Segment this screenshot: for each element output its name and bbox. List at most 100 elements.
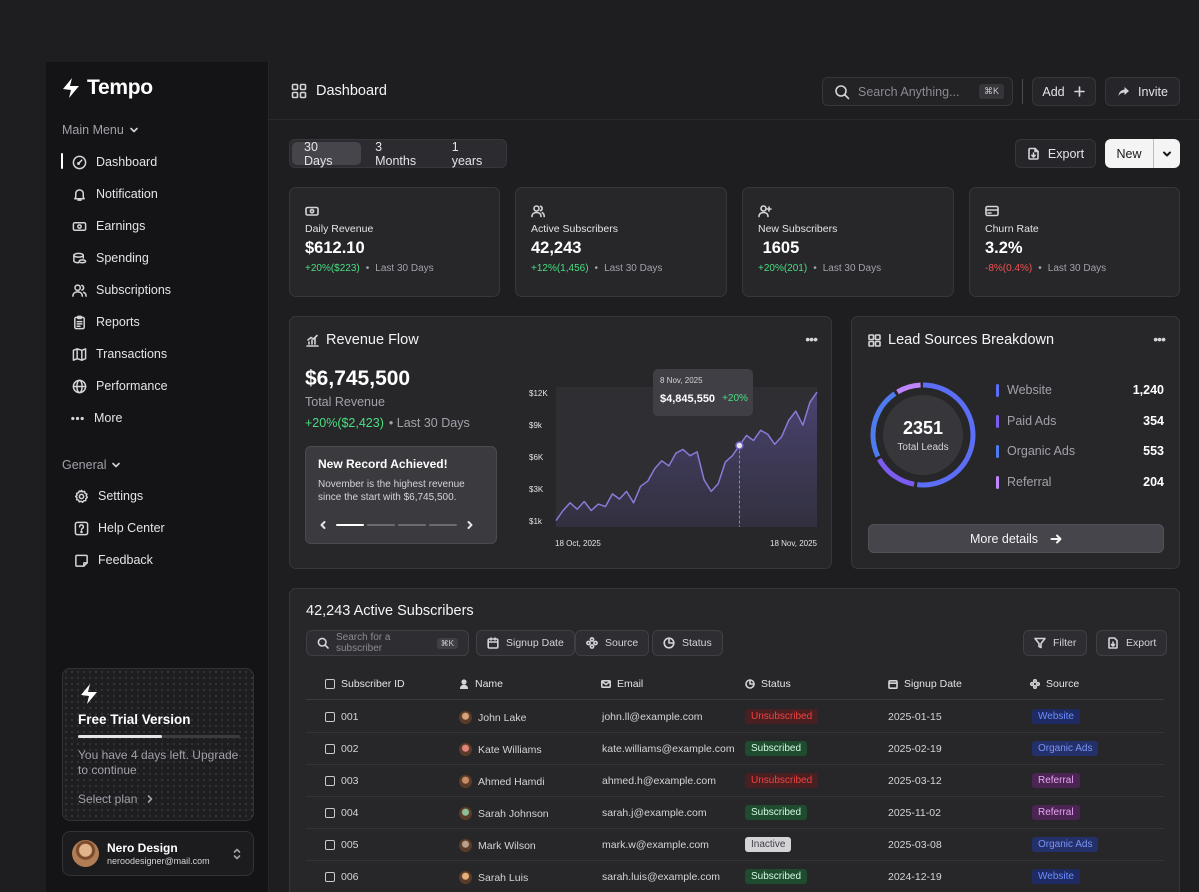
- sidebar-item-help-center[interactable]: Help Center: [46, 512, 269, 544]
- dashboard-icon: [72, 155, 87, 170]
- table-row[interactable]: 001 John Lake john.ll@example.com Unsubscri…: [306, 701, 1164, 733]
- row-checkbox[interactable]: [325, 808, 335, 818]
- new-label: New: [1105, 139, 1154, 168]
- more-options-button[interactable]: •••: [1153, 331, 1166, 347]
- sidebar-item-subscriptions[interactable]: Subscriptions: [46, 274, 269, 306]
- sidebar-item-spending[interactable]: Spending: [46, 242, 269, 274]
- kpi-churn-rate: Churn Rate 3.2% -8%(0.4%) • Last 30 Days: [969, 187, 1180, 297]
- export-icon: [1027, 147, 1040, 160]
- revenue-flow-title: Revenue Flow: [306, 332, 419, 348]
- table-row[interactable]: 006 Sarah Luis sarah.luis@example.com Subsc…: [306, 861, 1164, 892]
- kpi-label: Daily Revenue: [305, 223, 374, 235]
- sidebar-item-transactions[interactable]: Transactions: [46, 338, 269, 370]
- cell-source: Referral: [1032, 805, 1080, 820]
- carousel-dot[interactable]: [429, 524, 457, 526]
- row-checkbox[interactable]: [325, 744, 335, 754]
- sidebar-item-performance[interactable]: Performance: [46, 370, 269, 402]
- cell-signup-date: 2025-02-19: [888, 743, 942, 755]
- sidebar-item-earnings[interactable]: Earnings: [46, 210, 269, 242]
- column-status[interactable]: Status: [745, 678, 791, 690]
- row-checkbox[interactable]: [325, 712, 335, 722]
- column-source[interactable]: Source: [1030, 678, 1079, 690]
- source-badge: Referral: [1032, 805, 1080, 820]
- app-logo[interactable]: Tempo: [61, 76, 153, 100]
- legend-label: Organic Ads: [1007, 444, 1076, 458]
- card-icon: [985, 204, 999, 218]
- date-range-toggle: 30 Days 3 Months 1 years: [289, 139, 507, 168]
- general-nav: Settings Help Center Feedback: [46, 480, 269, 576]
- plus-icon: [1073, 85, 1086, 98]
- lead-sources-title: Lead Sources Breakdown: [868, 332, 1054, 348]
- chevron-down-icon: [129, 125, 139, 135]
- sidebar-item-reports[interactable]: Reports: [46, 306, 269, 338]
- search-icon: [834, 84, 850, 100]
- column-label: Subscriber ID: [341, 678, 405, 690]
- filter-label: Status: [682, 637, 712, 649]
- new-dropdown-toggle[interactable]: [1154, 139, 1180, 168]
- table-row[interactable]: 005 Mark Wilson mark.w@example.com Inactive…: [306, 829, 1164, 861]
- more-options-button[interactable]: •••: [805, 331, 818, 347]
- cell-subscriber-id: 003: [325, 775, 359, 787]
- sidebar-item-label: Settings: [98, 489, 144, 503]
- source-filter[interactable]: Source: [575, 630, 650, 656]
- table-row[interactable]: 003 Ahmed Hamdi ahmed.h@example.com Unsubsc…: [306, 765, 1164, 797]
- main-menu-toggle[interactable]: Main Menu: [62, 123, 139, 137]
- row-checkbox[interactable]: [325, 872, 335, 882]
- column-email[interactable]: Email: [601, 678, 643, 690]
- export-button[interactable]: Export: [1015, 139, 1096, 168]
- avatar: [459, 775, 472, 788]
- revenue-change: +20%($2,423) • Last 30 Days: [305, 416, 470, 430]
- range-1-year[interactable]: 1 years: [451, 139, 483, 168]
- table-row[interactable]: 002 Kate Williams kate.williams@example.co…: [306, 733, 1164, 765]
- carousel-dot[interactable]: [367, 524, 395, 526]
- user-icon: [459, 679, 469, 689]
- general-label: General: [62, 458, 107, 472]
- new-button[interactable]: New: [1105, 139, 1180, 168]
- kpi-period: Last 30 Days: [1047, 263, 1107, 274]
- user-profile[interactable]: Nero Design neroodesigner@mail.com: [62, 831, 254, 876]
- sidebar-item-settings[interactable]: Settings: [46, 480, 269, 512]
- table-row[interactable]: 004 Sarah Johnson sarah.j@example.com Subsc…: [306, 797, 1164, 829]
- more-details-button[interactable]: More details: [868, 524, 1164, 553]
- cell-email: sarah.j@example.com: [602, 807, 707, 819]
- kpi-change: +20%(201) • Last 30 Days: [758, 263, 881, 274]
- table-export-button[interactable]: Export: [1096, 630, 1168, 656]
- status-filter[interactable]: Status: [652, 630, 723, 656]
- chevron-left-icon[interactable]: [318, 520, 328, 530]
- sidebar-item-more[interactable]: More: [46, 402, 269, 434]
- search-input[interactable]: Search Anything... ⌘K: [822, 77, 1013, 106]
- signup-date-filter[interactable]: Signup Date: [476, 630, 575, 656]
- cell-subscriber-id: 005: [325, 839, 359, 851]
- chevron-right-icon[interactable]: [465, 520, 475, 530]
- range-30-days[interactable]: 30 Days: [292, 140, 362, 168]
- range-3-months[interactable]: 3 Months: [375, 139, 417, 168]
- users-icon: [531, 204, 545, 218]
- revenue-change-value: +20%($2,423): [305, 416, 384, 430]
- column-subscriber-id[interactable]: Subscriber ID: [325, 678, 405, 690]
- column-signup-date[interactable]: Signup Date: [888, 678, 962, 690]
- y-tick-label: $9k: [529, 421, 543, 430]
- kpi-label: Active Subscribers: [531, 223, 618, 235]
- sidebar-item-feedback[interactable]: Feedback: [46, 544, 269, 576]
- filter-button[interactable]: Filter: [1023, 630, 1088, 656]
- invite-button[interactable]: Invite: [1105, 77, 1180, 106]
- carousel-dot[interactable]: [336, 524, 364, 526]
- row-checkbox[interactable]: [325, 840, 335, 850]
- column-name[interactable]: Name: [459, 678, 503, 690]
- y-tick-label: $6K: [529, 453, 544, 462]
- signup-date: 2024-12-19: [888, 871, 942, 883]
- sidebar-item-dashboard[interactable]: Dashboard: [46, 146, 269, 178]
- general-toggle[interactable]: General: [62, 458, 121, 472]
- select-all-checkbox[interactable]: [325, 679, 335, 689]
- add-button[interactable]: Add: [1032, 77, 1096, 106]
- carousel-dot[interactable]: [398, 524, 426, 526]
- cell-email: ahmed.h@example.com: [602, 775, 716, 787]
- select-plan-link[interactable]: Select plan: [78, 792, 155, 806]
- revenue-flow-title-text: Revenue Flow: [326, 332, 419, 348]
- subscriber-email: john.ll@example.com: [602, 711, 703, 723]
- sidebar-item-notification[interactable]: Notification: [46, 178, 269, 210]
- row-checkbox[interactable]: [325, 776, 335, 786]
- subscriber-search-input[interactable]: Search for a subscriber ⌘K: [306, 630, 469, 656]
- search-shortcut: ⌘K: [978, 84, 1004, 99]
- revenue-area: [556, 392, 817, 527]
